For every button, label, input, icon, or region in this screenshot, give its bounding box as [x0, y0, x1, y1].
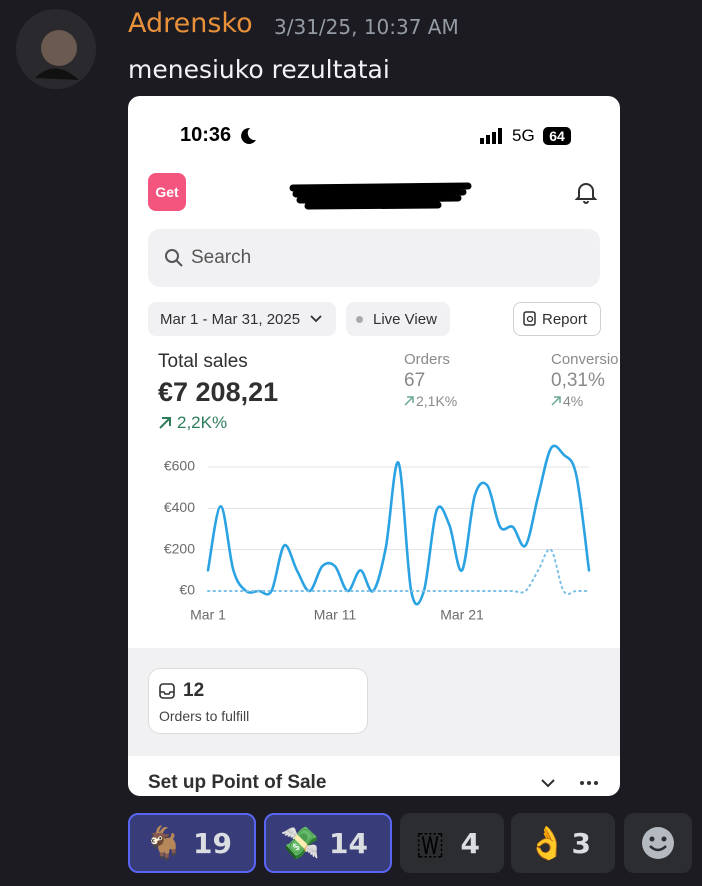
moon-icon	[241, 127, 256, 144]
metric-value: 67	[404, 370, 426, 391]
metric-value: €7 208,21	[158, 377, 279, 407]
chevron-icon	[310, 315, 322, 323]
inbox-icon	[159, 683, 175, 699]
redaction	[289, 182, 472, 210]
up-arrow	[551, 396, 561, 406]
y-tick-label: €600	[164, 458, 195, 474]
reaction[interactable]: 💸 14	[264, 813, 392, 873]
metric-label: Total sales	[158, 351, 248, 372]
metric-label: Conversio	[551, 351, 619, 368]
x-tick-label: Mar 21	[440, 607, 484, 623]
orders-card[interactable]	[148, 668, 368, 734]
get-button[interactable]: Get	[148, 173, 186, 211]
author[interactable]: Adrensko	[128, 8, 253, 39]
signal-icon	[480, 128, 502, 144]
reaction-count: 4	[460, 826, 480, 860]
reaction-emoji: 👌	[527, 824, 567, 862]
metric-change: 2,1K%	[416, 393, 458, 409]
message-text: menesiuko rezultatai	[128, 55, 390, 84]
reaction[interactable]: 🇼 4	[400, 813, 504, 873]
reaction-count: 3	[571, 826, 591, 860]
reaction-count: 14	[329, 826, 368, 860]
reaction[interactable]: 🐐 19	[128, 813, 256, 873]
reaction-count: 19	[193, 826, 232, 860]
date-range: Mar 1 - Mar 31, 2025	[160, 310, 301, 328]
reaction-emoji: 🐐	[144, 824, 184, 862]
live-view[interactable]: Live View	[346, 302, 450, 336]
reaction-emoji: 🇼	[416, 823, 445, 862]
y-tick-label: €0	[179, 582, 195, 598]
bell-icon[interactable]	[574, 180, 598, 204]
screenshot[interactable]: 10:36 5G 64 Get Search Mar 1 - Mar 31, 2…	[128, 96, 620, 796]
y-tick-label: €200	[164, 540, 195, 556]
sales-chart: €0 €200 €400 €600 Mar 1 Mar 11 Mar 21	[164, 444, 591, 623]
avatar[interactable]	[15, 8, 97, 90]
reaction-emoji: 💸	[280, 824, 320, 862]
line-series	[207, 548, 590, 596]
up-arrow	[159, 417, 171, 429]
orders-label: Orders to fulfill	[159, 708, 250, 724]
metric-change: 2,2K%	[177, 413, 228, 432]
status-time: 10:36	[180, 124, 232, 146]
orders-count: 12	[183, 680, 205, 701]
report-label: Report	[542, 310, 588, 328]
smiley-icon	[642, 827, 674, 859]
metric-value: 0,31%	[551, 370, 605, 391]
live-dot	[356, 316, 363, 323]
report-button[interactable]: Report	[513, 302, 601, 336]
date-filter[interactable]: Mar 1 - Mar 31, 2025	[148, 302, 336, 336]
metric-label: Orders	[404, 351, 450, 368]
line-series	[206, 444, 591, 606]
reaction[interactable]: 👌 3	[511, 813, 615, 873]
x-tick-label: Mar 11	[314, 607, 357, 623]
battery: 64	[543, 127, 571, 145]
search-placeholder: Search	[191, 247, 252, 268]
section-actions[interactable]	[540, 776, 600, 792]
search-icon	[165, 249, 183, 267]
search-box[interactable]	[148, 229, 600, 287]
metric-change: 4%	[563, 393, 584, 409]
x-tick-label: Mar 1	[190, 607, 226, 623]
report-icon	[523, 311, 536, 326]
live-view-label: Live View	[373, 310, 437, 328]
up-arrow	[404, 396, 414, 406]
y-tick-label: €400	[164, 499, 195, 515]
network: 5G	[512, 126, 535, 145]
add-reaction[interactable]	[624, 813, 692, 873]
timestamp: 3/31/25, 10:37 AM	[274, 15, 459, 39]
section-title: Set up Point of Sale	[148, 772, 327, 793]
